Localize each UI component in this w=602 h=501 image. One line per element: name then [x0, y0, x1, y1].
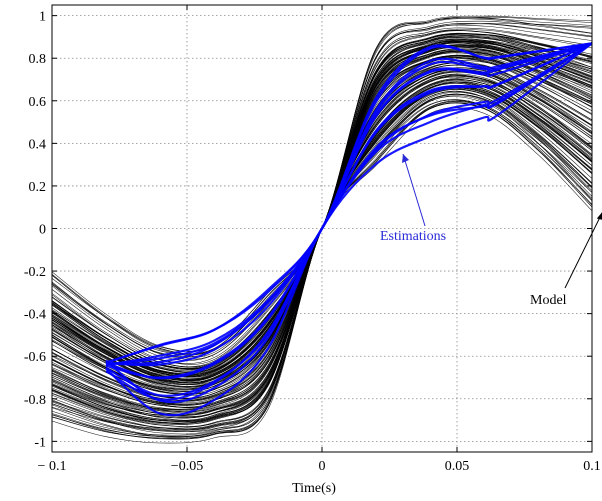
axis-ticks: − 0.1 −0.05 0 0.05 0.1 1 0.8 0.6 0.4 0.2 0 -0.2 -0.4…	[24, 5, 601, 474]
estimation-curve	[105, 42, 593, 365]
estimations-arrowhead	[402, 154, 409, 163]
estimation-curve	[105, 42, 593, 364]
y-tick-label: 0	[39, 223, 46, 238]
y-tick-label: 0.2	[29, 180, 47, 195]
y-tick-label: 0.6	[29, 95, 47, 110]
y-tick-label: -0.2	[24, 265, 46, 280]
grid-lines	[52, 5, 592, 452]
estimations-arrow	[402, 153, 426, 227]
x-tick-label: 0.05	[445, 459, 470, 474]
y-tick-label: -1	[34, 435, 46, 450]
estimation-curves	[105, 42, 593, 417]
y-tick-label: -0.4	[24, 308, 46, 323]
y-tick-label: 0.8	[29, 52, 47, 67]
annotations: Estimations Model	[380, 153, 602, 308]
x-tick-label: − 0.1	[38, 459, 67, 474]
estimation-curve	[105, 42, 593, 417]
x-tick-label: −0.05	[171, 459, 203, 474]
model-label: Model	[530, 293, 567, 308]
x-tick-label: 0	[319, 459, 326, 474]
model-arrowhead	[596, 212, 602, 220]
model-arrow	[564, 211, 602, 289]
y-tick-label: 1	[39, 10, 46, 25]
x-tick-label: 0.1	[583, 459, 601, 474]
estimations-label: Estimations	[380, 229, 446, 244]
y-tick-label: 0.4	[29, 137, 47, 152]
estimation-curve	[105, 42, 593, 404]
y-tick-label: -0.6	[24, 350, 46, 365]
y-tick-label: -0.8	[24, 393, 46, 408]
estimation-curve	[105, 42, 593, 379]
x-axis-label: Time(s)	[292, 481, 336, 496]
